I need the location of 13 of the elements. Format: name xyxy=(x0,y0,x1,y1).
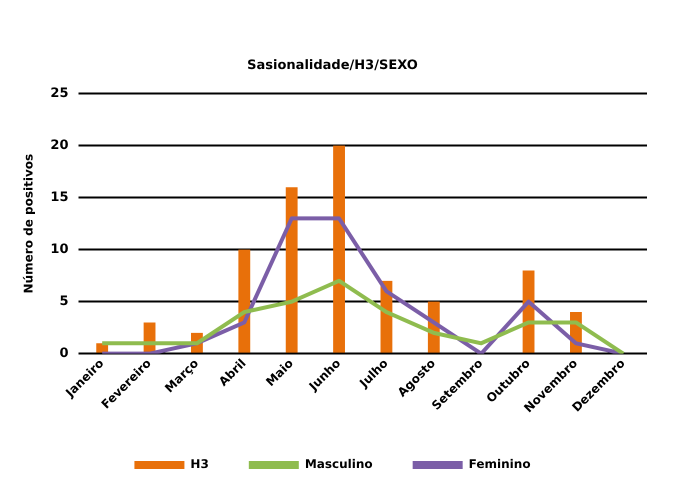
legend-label: Masculino xyxy=(304,457,373,472)
y-tick-label: 0 xyxy=(59,346,68,362)
y-tick-label: 15 xyxy=(50,190,68,206)
y-tick-label: 10 xyxy=(50,242,68,258)
legend-label: Feminino xyxy=(468,457,531,472)
chart-title: Sasionalidade/H3/SEXO xyxy=(247,58,418,74)
legend-label: H3 xyxy=(190,457,209,472)
bar xyxy=(286,187,298,353)
y-tick-label: 20 xyxy=(50,138,68,153)
y-tick-label: 25 xyxy=(50,86,68,101)
bar xyxy=(333,146,345,353)
y-tick-label: 5 xyxy=(59,294,68,310)
y-axis-title: Número de positivos xyxy=(21,154,36,294)
